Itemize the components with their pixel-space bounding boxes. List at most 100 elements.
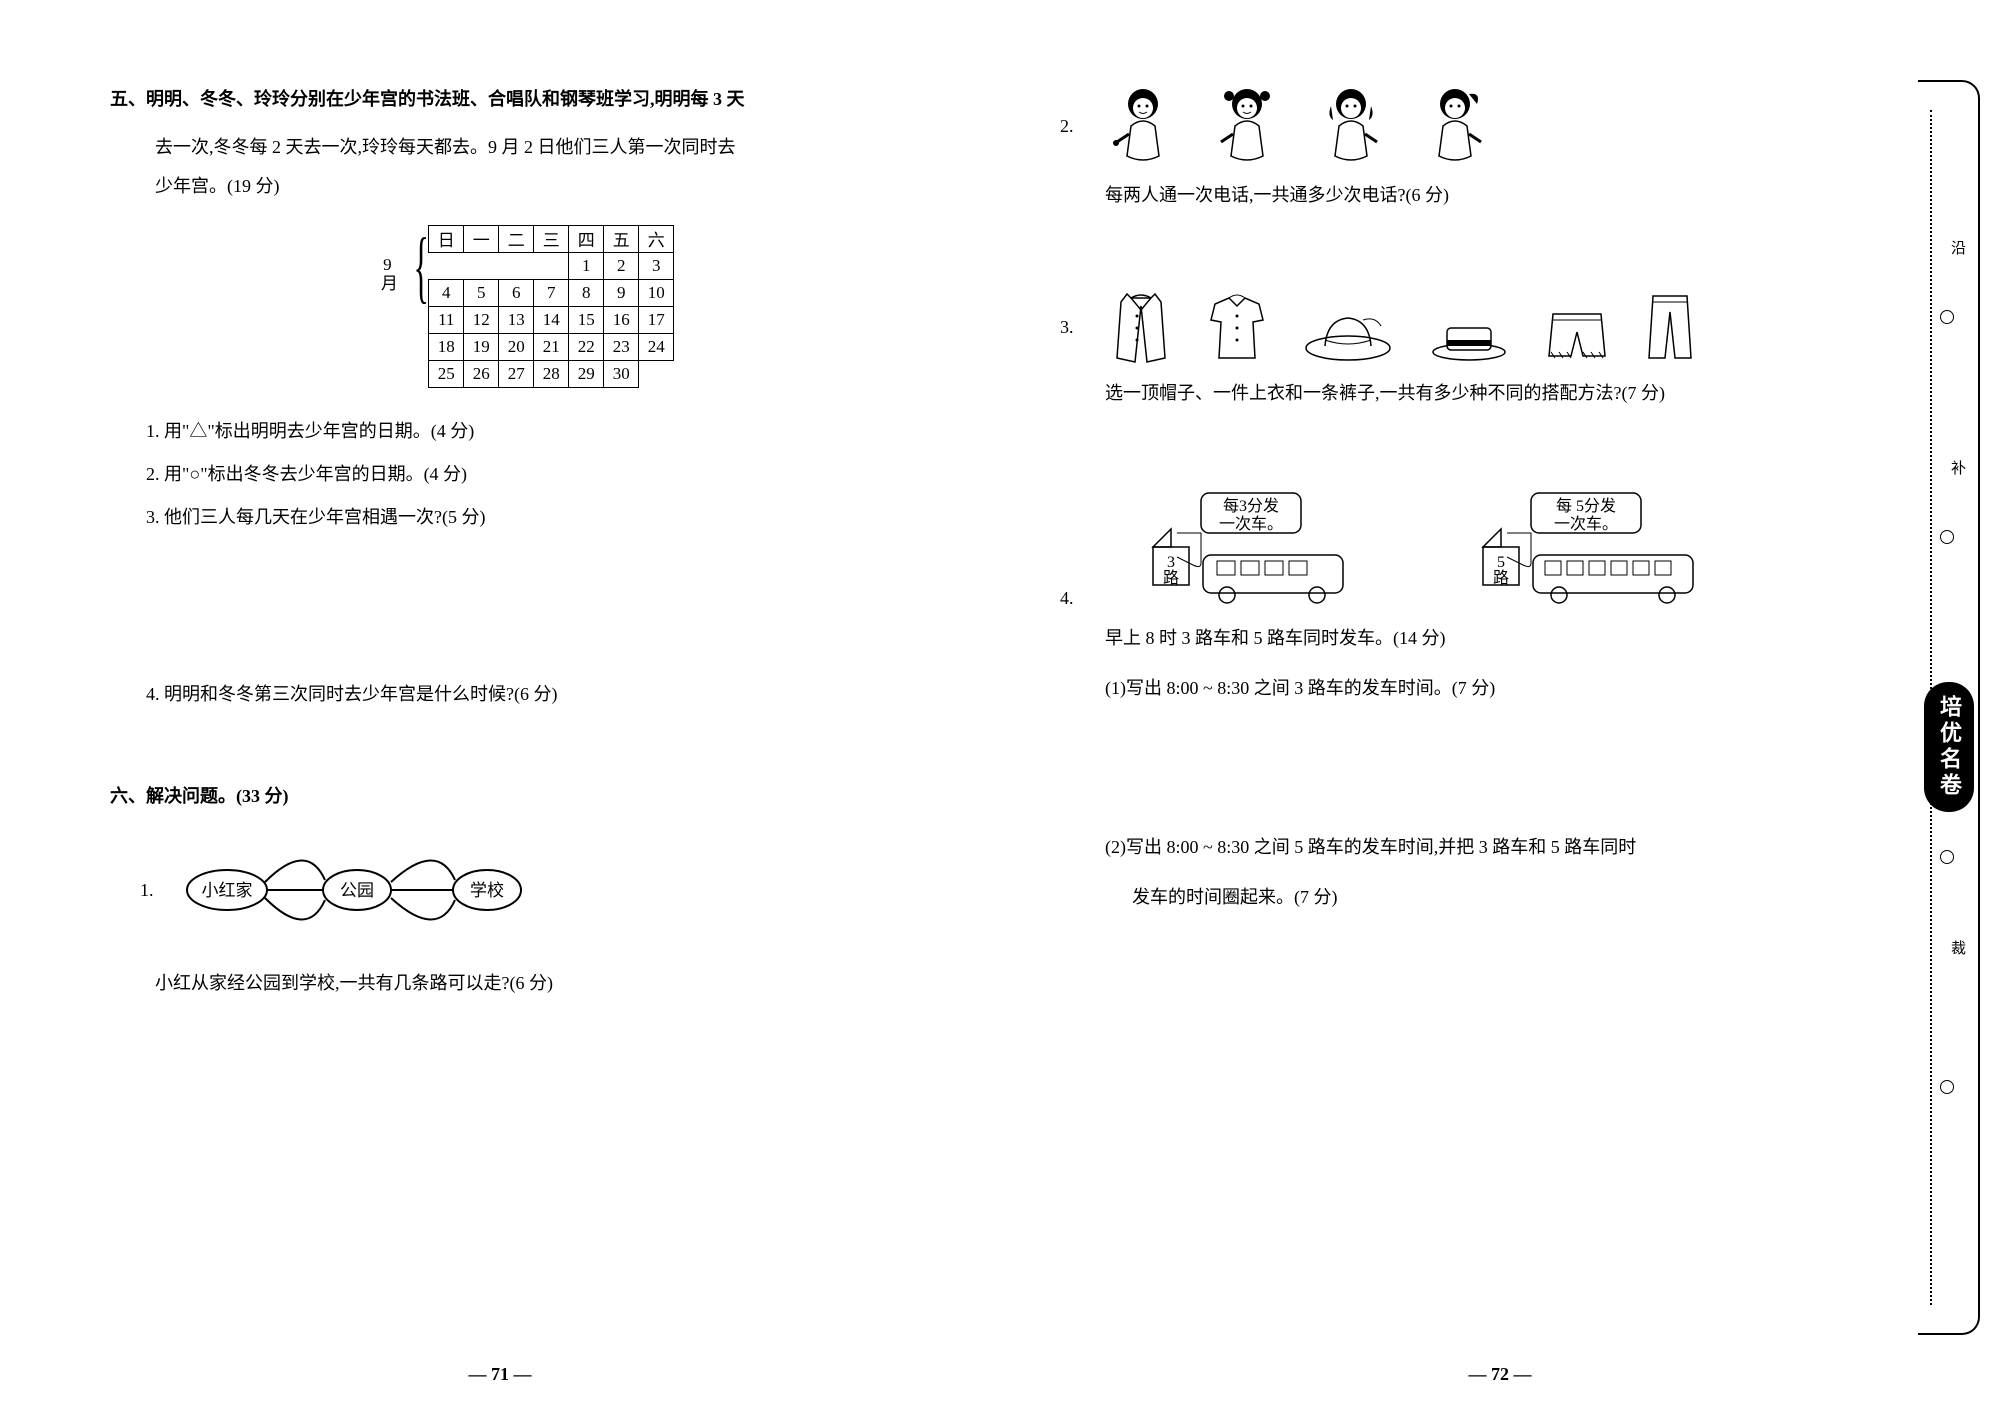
child-icon <box>1111 86 1175 166</box>
calendar-cell: 19 <box>464 333 499 360</box>
p3-num: 3. <box>1060 317 1087 338</box>
q5-4: 4. 明明和冬冬第三次同时去少年宫是什么时候?(6 分) <box>146 673 940 716</box>
svg-text:一次车。: 一次车。 <box>1554 515 1618 533</box>
svg-text:路: 路 <box>1493 569 1509 587</box>
p4-num: 4. <box>1060 588 1087 609</box>
tab-text-bot: 裁 <box>1947 940 1968 963</box>
calendar-cell: 5 <box>464 279 499 306</box>
calendar-cell: 26 <box>464 360 499 387</box>
calendar-cell: 11 <box>429 306 464 333</box>
logo-badge: 培优名卷 <box>1924 682 1974 812</box>
calendar-cell: 17 <box>639 306 674 333</box>
calendar-cell <box>499 252 534 279</box>
calendar-cell: 9 <box>604 279 639 306</box>
calendar-cell: 25 <box>429 360 464 387</box>
calendar-cell: 15 <box>569 306 604 333</box>
calendar-weekday: 四 <box>569 225 604 252</box>
calendar-cell: 28 <box>534 360 569 387</box>
svg-text:公园: 公园 <box>340 881 374 900</box>
svg-text:每 5分发: 每 5分发 <box>1556 497 1616 515</box>
calendar-cell <box>429 252 464 279</box>
children-icons <box>1111 86 1487 166</box>
calendar-cell: 4 <box>429 279 464 306</box>
p3-row: 3. <box>1060 292 1850 364</box>
calendar: 9月 { 日一二三四五六 123456789101112131415161718… <box>110 225 940 388</box>
calendar-table: 日一二三四五六 12345678910111213141516171819202… <box>428 225 674 388</box>
calendar-cell: 24 <box>639 333 674 360</box>
shorts-icon <box>1545 308 1609 364</box>
p4-q2-l1: (2)写出 8:00 ~ 8:30 之间 5 路车的发车时间,并把 3 路车和 … <box>1060 828 1850 868</box>
section5-questions: 1. 用"△"标出明明去少年宫的日期。(4 分) 2. 用"○"标出冬冬去少年宫… <box>110 410 940 540</box>
child-icon <box>1423 86 1487 166</box>
page-spread: 五、明明、冬冬、玲玲分别在少年宫的书法班、合唱队和钢琴班学习,明明每 3 天 去… <box>0 0 2000 1415</box>
svg-text:5: 5 <box>1497 554 1505 571</box>
svg-text:小红家: 小红家 <box>202 881 253 900</box>
calendar-cell <box>464 252 499 279</box>
q5-3: 3. 他们三人每几天在少年宫相遇一次?(5 分) <box>146 496 940 539</box>
calendar-cell: 21 <box>534 333 569 360</box>
calendar-cell: 6 <box>499 279 534 306</box>
calendar-cell: 14 <box>534 306 569 333</box>
calendar-cell: 3 <box>639 252 674 279</box>
pants-icon <box>1645 292 1695 364</box>
bus5-icon: 每 5分发 一次车。 5 路 <box>1477 489 1707 609</box>
q5-2: 2. 用"○"标出冬冬去少年宫的日期。(4 分) <box>146 453 940 496</box>
p3-prompt: 选一顶帽子、一件上衣和一条裤子,一共有多少种不同的搭配方法?(7 分) <box>1060 374 1850 414</box>
calendar-cell: 20 <box>499 333 534 360</box>
bus3-icon: 每3分发 一次车。 3 路 <box>1147 489 1357 609</box>
calendar-cell: 1 <box>569 252 604 279</box>
calendar-cell: 29 <box>569 360 604 387</box>
sunhat-icon <box>1303 308 1393 364</box>
page-left: 五、明明、冬冬、玲玲分别在少年宫的书法班、合唱队和钢琴班学习,明明每 3 天 去… <box>0 0 1000 1415</box>
calendar-weekday: 六 <box>639 225 674 252</box>
p4-q1: (1)写出 8:00 ~ 8:30 之间 3 路车的发车时间。(7 分) <box>1060 669 1850 709</box>
svg-text:3: 3 <box>1167 554 1175 571</box>
section5-header-l2: 去一次,冬冬每 2 天去一次,玲玲每天都去。9 月 2 日他们三人第一次同时去 <box>110 128 940 168</box>
calendar-weekday: 二 <box>499 225 534 252</box>
bus-diagram: 每3分发 一次车。 3 路 每 5分发 <box>1147 489 1707 609</box>
p2-row: 2. <box>1060 86 1850 166</box>
page-right: 2. 每两人通一次电话,一共通多少次电话?(6 分) 3. 选一顶帽子、一件上衣… <box>1000 0 2000 1415</box>
section5-header-l3: 少年宫。(19 分) <box>110 167 940 207</box>
calendar-cell: 16 <box>604 306 639 333</box>
p2-prompt: 每两人通一次电话,一共通多少次电话?(6 分) <box>1060 176 1850 216</box>
svg-text:每3分发: 每3分发 <box>1223 497 1279 515</box>
calendar-cell: 22 <box>569 333 604 360</box>
child-icon <box>1215 86 1279 166</box>
calendar-cell <box>639 360 674 387</box>
calendar-cell: 23 <box>604 333 639 360</box>
brace-icon: { <box>413 235 428 388</box>
clothing-icons <box>1111 292 1695 364</box>
calendar-cell: 8 <box>569 279 604 306</box>
calendar-cell: 10 <box>639 279 674 306</box>
shirt-icon <box>1207 292 1267 364</box>
p1-prompt: 小红从家经公园到学校,一共有几条路可以走?(6 分) <box>110 964 940 1004</box>
page-num-right: — 72 — <box>1469 1364 1532 1385</box>
svg-text:一次车。: 一次车。 <box>1219 515 1283 533</box>
calendar-cell: 2 <box>604 252 639 279</box>
calendar-weekday: 日 <box>429 225 464 252</box>
p2-num: 2. <box>1060 116 1087 137</box>
calendar-weekday: 五 <box>604 225 639 252</box>
calendar-cell: 12 <box>464 306 499 333</box>
boater-icon <box>1429 316 1509 364</box>
section6-header: 六、解决问题。(33 分) <box>110 777 940 817</box>
page-num-left: — 71 — <box>469 1364 532 1385</box>
p4-q2-l2: 发车的时间圈起来。(7 分) <box>1060 878 1850 918</box>
tab-text-mid: 补 <box>1947 460 1968 483</box>
calendar-weekday: 一 <box>464 225 499 252</box>
coat-icon <box>1111 292 1171 364</box>
svg-text:学校: 学校 <box>470 881 504 900</box>
p4-setup: 早上 8 时 3 路车和 5 路车同时发车。(14 分) <box>1060 619 1850 659</box>
side-tab: 沿 补 培优名卷 裁 <box>1910 80 1980 1335</box>
calendar-cell: 30 <box>604 360 639 387</box>
calendar-cell: 7 <box>534 279 569 306</box>
p1-num: 1. <box>140 880 167 901</box>
section5-q4: 4. 明明和冬冬第三次同时去少年宫是什么时候?(6 分) <box>110 673 940 716</box>
q5-1: 1. 用"△"标出明明去少年宫的日期。(4 分) <box>146 410 940 453</box>
calendar-weekday: 三 <box>534 225 569 252</box>
svg-text:路: 路 <box>1163 569 1179 587</box>
p4-row: 4. 每3分发 一次车。 3 路 <box>1060 489 1850 609</box>
route-diagram: 1. 小红家 公园 学校 <box>140 830 940 950</box>
calendar-cell: 27 <box>499 360 534 387</box>
